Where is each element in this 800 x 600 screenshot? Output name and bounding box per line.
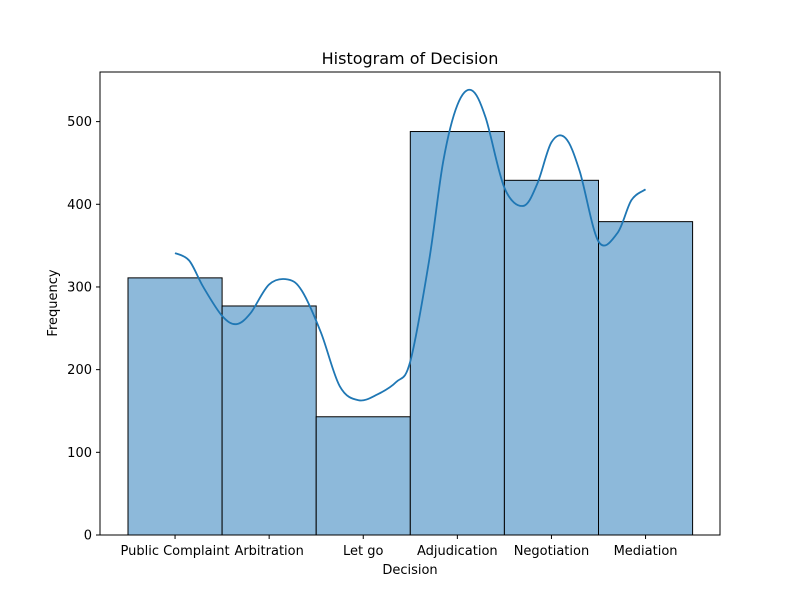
bars-group xyxy=(127,131,694,536)
x-tick-label: Arbitration xyxy=(234,544,303,559)
x-tick-label: Adjudication xyxy=(417,544,498,559)
y-axis-ticks: 0 100 200 300 400 500 xyxy=(67,115,100,544)
bar-let-go xyxy=(315,416,411,536)
y-tick-label: 500 xyxy=(67,115,92,130)
x-axis-ticks: Public Complaint Arbitration Let go Adjudic… xyxy=(121,535,678,559)
x-tick-label: Negotiation xyxy=(514,544,590,559)
y-axis-label: Frequency xyxy=(46,269,61,336)
y-tick-label: 100 xyxy=(67,446,92,461)
y-tick-label: 200 xyxy=(67,363,92,378)
x-tick-label: Let go xyxy=(343,544,383,559)
y-tick-label: 300 xyxy=(67,280,92,295)
bar-mediation xyxy=(598,221,694,536)
bar-adjudication xyxy=(409,131,505,536)
bar-arbitration xyxy=(221,305,317,536)
y-tick-label: 400 xyxy=(67,198,92,213)
bar-negotiation xyxy=(503,179,599,536)
y-tick-label: 0 xyxy=(84,529,92,544)
chart-title: Histogram of Decision xyxy=(322,49,499,68)
plot-frame xyxy=(99,71,721,536)
x-axis-label: Decision xyxy=(382,563,437,578)
x-tick-label: Public Complaint xyxy=(121,544,230,559)
bar-public-complaint xyxy=(127,277,223,536)
kde-curve xyxy=(174,88,647,402)
x-tick-label: Mediation xyxy=(614,544,678,559)
